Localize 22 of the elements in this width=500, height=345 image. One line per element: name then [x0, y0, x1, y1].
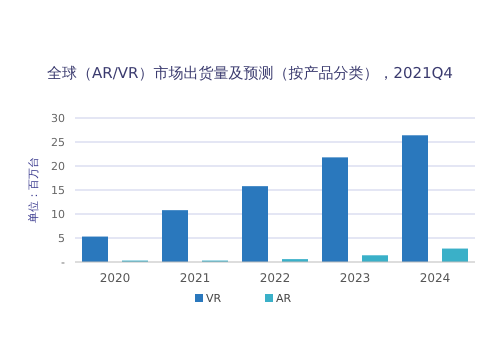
y-tick-label: 25	[51, 136, 65, 149]
y-tick-label: -	[61, 256, 66, 269]
chart-title: 全球（AR/VR）市场出货量及预测（按产品分类），2021Q4	[47, 64, 453, 82]
y-tick-label: 15	[51, 184, 65, 197]
bar	[442, 248, 468, 262]
bar	[322, 157, 348, 262]
x-tick-label: 2024	[420, 271, 450, 285]
x-tick-label: 2020	[100, 271, 130, 285]
legend-label: AR	[276, 292, 292, 305]
y-tick-label: 30	[51, 112, 65, 125]
x-tick-label: 2023	[340, 271, 370, 285]
bar	[82, 236, 108, 262]
y-tick-label: 20	[51, 160, 65, 173]
y-tick-label: 5	[58, 232, 65, 245]
x-tick-label: 2022	[260, 271, 290, 285]
bar	[242, 186, 268, 262]
y-tick-label: 10	[51, 208, 65, 221]
legend-label: VR	[206, 292, 222, 305]
bar	[402, 135, 428, 262]
x-tick-label: 2021	[180, 271, 210, 285]
bar	[162, 210, 188, 262]
y-axis-title: 单位：百万台	[27, 157, 40, 223]
